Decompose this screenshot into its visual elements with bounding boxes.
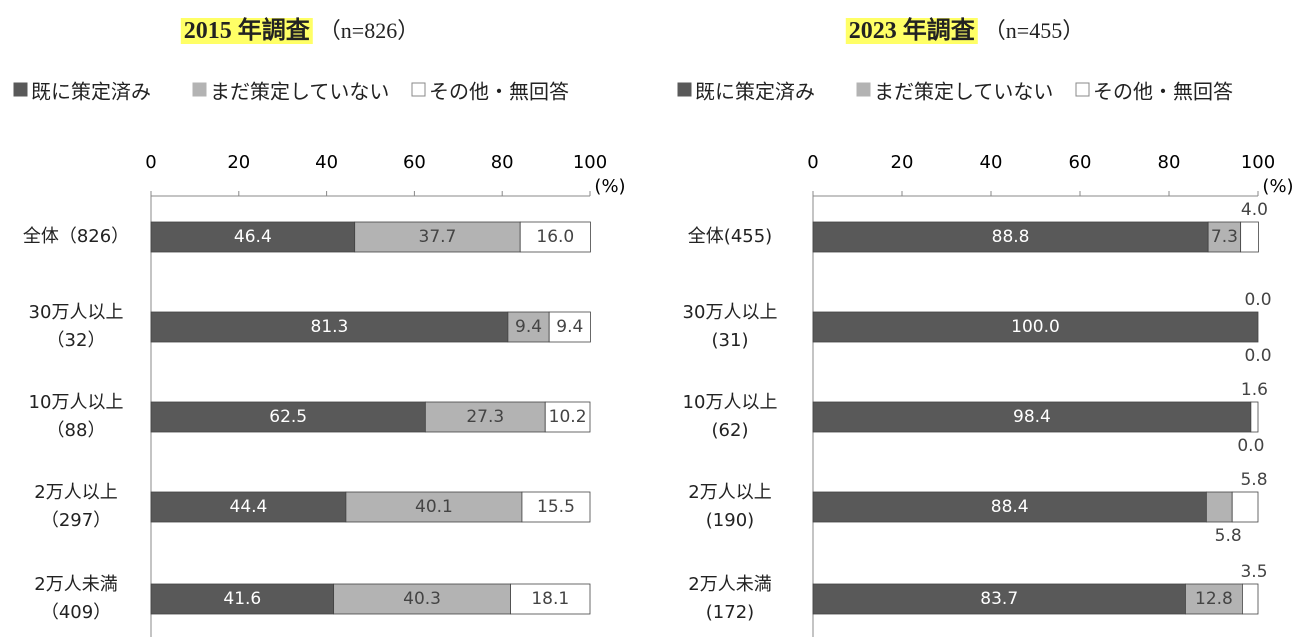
x-tick-label: 40 [315,152,338,173]
bar-segment [544,401,591,433]
y-tick-label: 2万人以上 （297） [34,482,118,531]
legend-swatch [1075,82,1090,97]
bar-segment [1207,221,1242,253]
x-tick-label: 20 [891,152,914,173]
x-tick-label: 60 [403,152,426,173]
bar-segment [1231,491,1259,523]
data-label: 1.6 [1241,380,1268,400]
legend-swatch [856,82,871,97]
data-label: 100.0 [1011,317,1060,337]
data-label: 15.5 [537,497,575,517]
legend-swatch [677,82,692,97]
data-label: 41.6 [223,589,261,609]
data-label: 88.8 [992,227,1030,247]
chart-subtitle: （n=455） [983,18,1085,43]
bar-segment [507,311,550,343]
data-label: 40.1 [415,497,453,517]
y-tick-label: 10万人以上 (62) [682,392,778,441]
bar-segment [150,491,347,523]
bar-segment [519,221,591,253]
x-tick-label: 100 [573,152,607,173]
bar-segment [812,583,1186,615]
data-label: 40.3 [403,589,441,609]
bar-segment [150,221,356,253]
data-label: 27.3 [466,407,504,427]
legend-swatch [411,82,426,97]
bar-segment [812,311,1259,343]
legend-swatch [13,82,28,97]
y-tick-label: 全体（826） [22,226,130,247]
data-label: 98.4 [1013,407,1051,427]
title-block: 2023 年調査 （n=455） [845,10,1085,45]
legend-label: その他・無回答 [429,79,569,104]
data-label: 18.1 [531,589,569,609]
data-label: 81.3 [311,317,349,337]
y-tick-label: 2万人未満 （409） [34,574,118,623]
x-tick-label: 100 [1241,152,1275,173]
y-tick-label: 全体(455) [687,226,773,247]
chart-title: 2015 年調査 [180,18,313,44]
x-tick-label: 80 [1158,152,1181,173]
y-tick-label: 2万人未満 (172) [688,574,772,623]
y-tick-label: 10万人以上 （88） [28,392,124,441]
bar-segment [812,221,1209,253]
legend-label: 既に策定済み [695,79,815,104]
legend-label: その他・無回答 [1093,79,1233,104]
x-tick-label: 80 [491,152,514,173]
legend-label: まだ策定していない [210,79,390,104]
y-tick-label: 30万人以上 (31) [682,302,778,351]
data-label: 12.8 [1195,589,1233,609]
data-label: 0.0 [1237,436,1264,456]
data-label: 5.8 [1215,526,1242,546]
bar-segment [1205,491,1233,523]
bar-segment [510,583,591,615]
bar-segment [521,491,591,523]
bar-segment [150,311,509,343]
bar-segment [1185,583,1243,615]
chart-subtitle: （n=826） [318,18,420,43]
x-axis-label: (%) [1262,176,1293,197]
data-label: 4.0 [1241,200,1268,220]
data-label: 46.4 [234,227,272,247]
bar-segment [424,401,546,433]
legend-swatch [192,82,207,97]
data-label: 16.0 [536,227,574,247]
x-tick-label: 40 [980,152,1003,173]
data-label: 3.5 [1240,562,1267,582]
y-tick-label: 2万人以上 (190) [688,482,772,531]
data-label: 0.0 [1244,290,1271,310]
bar-segment [1240,221,1259,253]
bar-segment [354,221,521,253]
bar-segment [812,491,1207,523]
data-label: 62.5 [269,407,307,427]
x-tick-label: 0 [145,152,156,173]
x-axis-label: (%) [594,176,625,197]
chart-title: 2023 年調査 [845,18,978,44]
bar-segment [1242,583,1259,615]
data-label: 7.3 [1211,227,1238,247]
legend-label: 既に策定済み [31,79,151,104]
x-tick-label: 60 [1069,152,1092,173]
bar-segment [345,491,523,523]
data-label: 37.7 [419,227,457,247]
bar-segment [1250,401,1259,433]
data-label: 83.7 [980,589,1018,609]
x-tick-label: 0 [807,152,818,173]
bar-segment [150,401,426,433]
data-label: 0.0 [1244,346,1271,366]
bar-segment [333,583,511,615]
title-block: 2015 年調査 （n=826） [180,10,420,45]
legend-label: まだ策定していない [874,79,1054,104]
x-tick-label: 20 [227,152,250,173]
data-label: 44.4 [230,497,268,517]
data-label: 9.4 [556,317,583,337]
data-label: 9.4 [515,317,542,337]
data-label: 10.2 [549,407,587,427]
bar-segment [548,311,591,343]
y-tick-label: 30万人以上 （32） [28,302,124,351]
data-label: 5.8 [1240,470,1267,490]
data-label: 88.4 [991,497,1029,517]
